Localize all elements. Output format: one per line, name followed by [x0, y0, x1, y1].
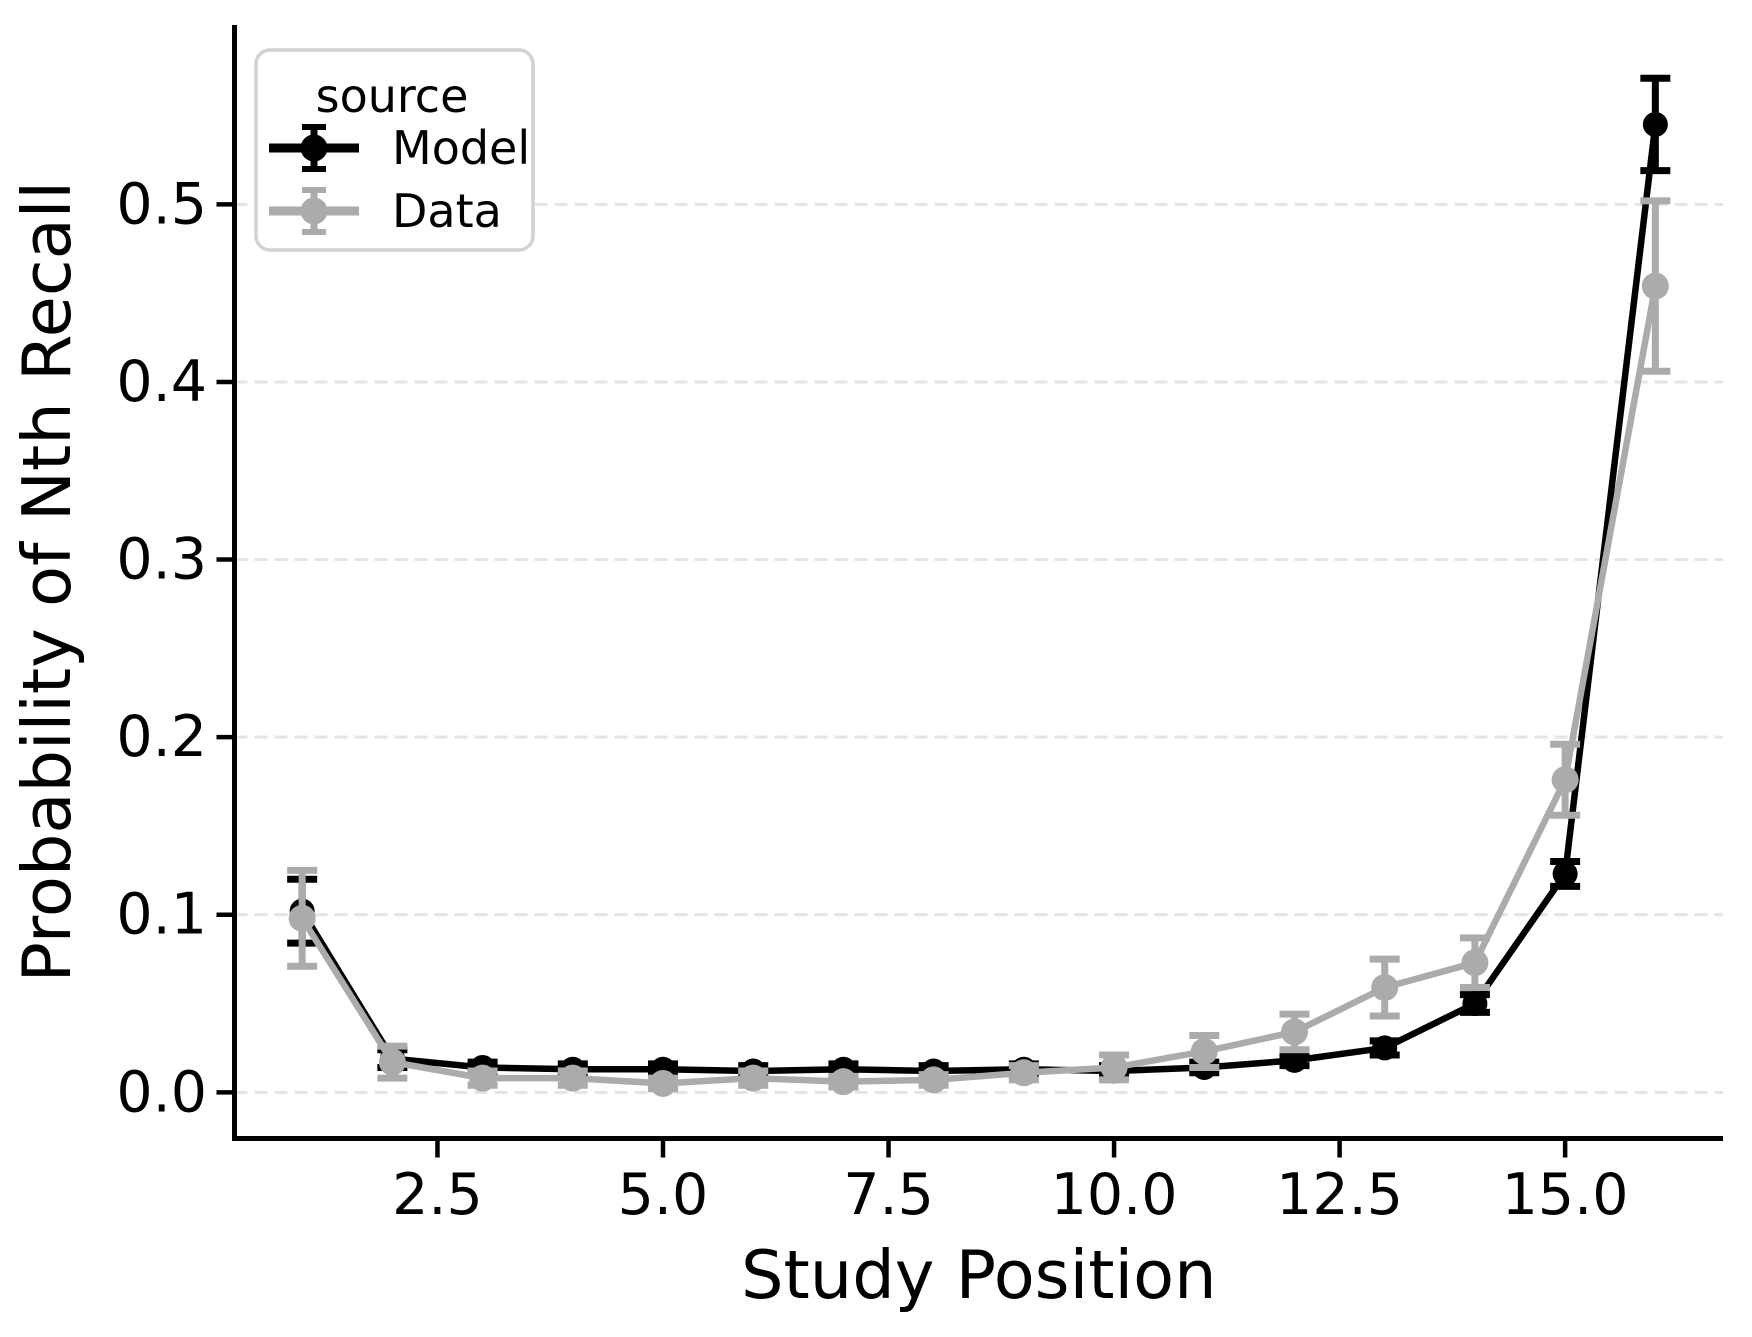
- x-tick-label: 10.0: [1051, 1162, 1178, 1228]
- legend-marker: [300, 197, 328, 225]
- data-marker: [559, 1064, 587, 1092]
- legend-title: source: [316, 69, 469, 123]
- model-marker: [1372, 1035, 1398, 1061]
- data-marker: [1461, 949, 1489, 977]
- model-line: [299, 124, 1659, 1075]
- y-tick-label: 0.3: [116, 527, 207, 593]
- data-marker: [1100, 1053, 1128, 1081]
- model-marker: [1642, 111, 1668, 137]
- data-series: [287, 197, 1671, 1097]
- x-tick-label: 15.0: [1502, 1162, 1629, 1228]
- data-marker: [288, 904, 316, 932]
- data-marker: [739, 1064, 767, 1092]
- data-marker: [1371, 974, 1399, 1002]
- data-marker: [1280, 1018, 1308, 1046]
- legend-marker: [300, 134, 328, 162]
- legend-label-model: Model: [392, 121, 530, 175]
- y-tick-label: 0.5: [116, 171, 207, 237]
- x-tick-label: 5.0: [618, 1162, 709, 1228]
- y-tick-label: 0.4: [116, 349, 207, 415]
- x-tick-label: 2.5: [392, 1162, 483, 1228]
- x-tick-label: 7.5: [843, 1162, 934, 1228]
- model-marker: [1281, 1047, 1307, 1073]
- data-line: [299, 285, 1659, 1087]
- y-tick-label: 0.2: [116, 704, 207, 770]
- data-marker: [649, 1069, 677, 1097]
- data-marker: [920, 1066, 948, 1094]
- y-tick-label: 0.0: [116, 1059, 207, 1125]
- data-marker: [469, 1064, 497, 1092]
- data-marker: [378, 1048, 406, 1076]
- y-tick-label: 0.1: [116, 882, 207, 948]
- x-tick-label: 12.5: [1276, 1162, 1403, 1228]
- data-marker: [1190, 1037, 1218, 1065]
- data-marker: [1551, 766, 1579, 794]
- x-axis-label: Study Position: [741, 1236, 1217, 1314]
- data-marker: [829, 1068, 857, 1096]
- model-marker: [1552, 861, 1578, 887]
- data-marker: [1010, 1059, 1038, 1087]
- model-marker: [1462, 991, 1488, 1017]
- legend-box: [254, 48, 535, 252]
- data-marker: [1641, 272, 1669, 300]
- legend-label-data: Data: [392, 184, 502, 238]
- y-axis-label: Probability of Nth Recall: [8, 181, 86, 982]
